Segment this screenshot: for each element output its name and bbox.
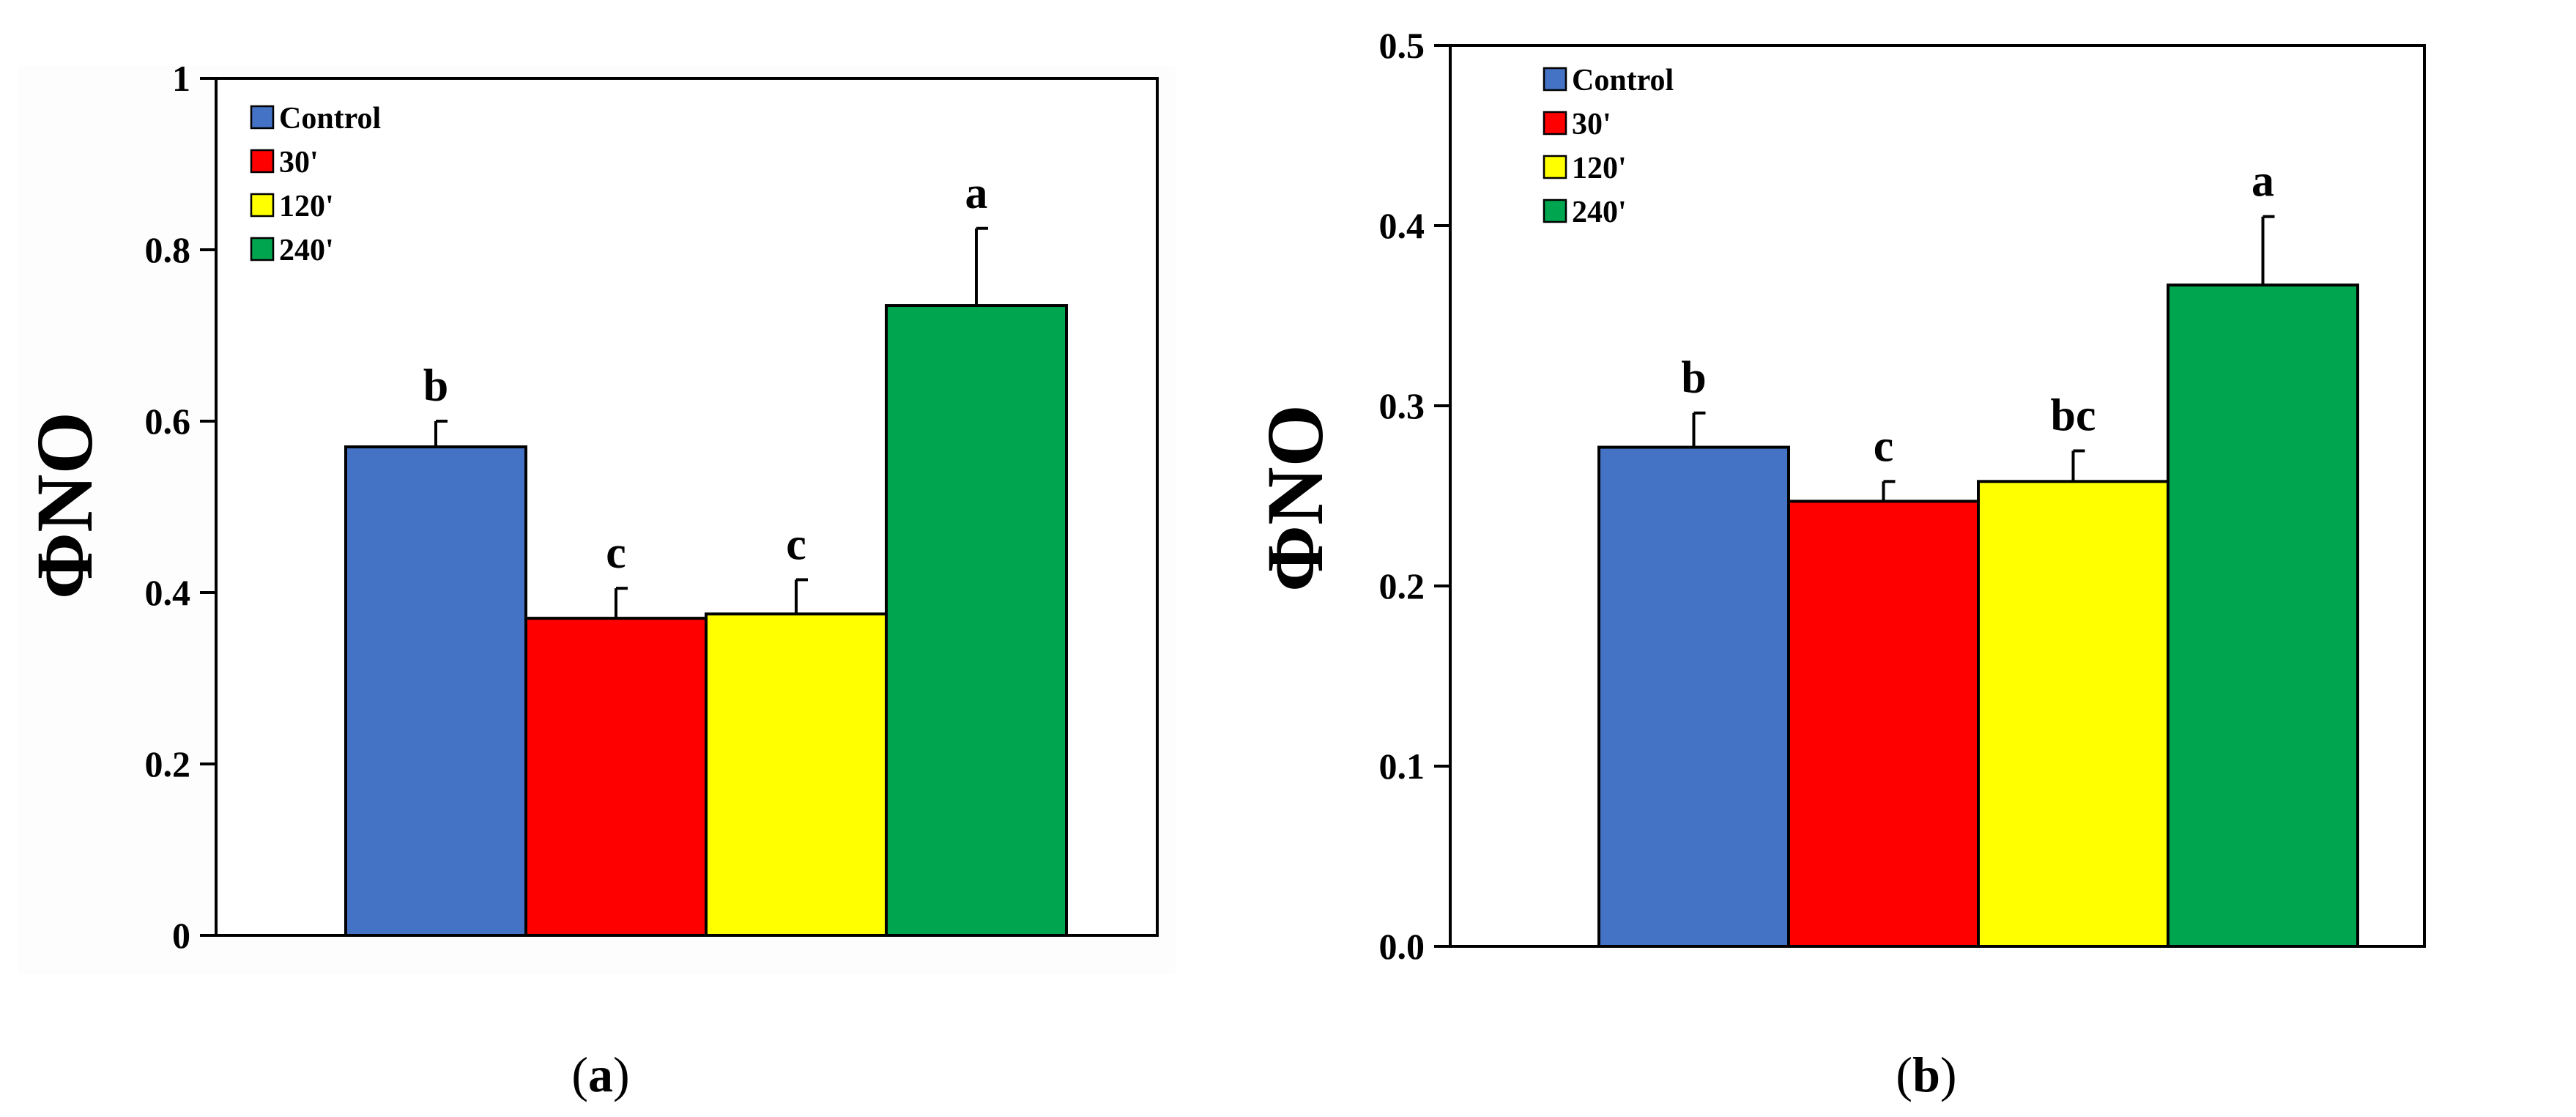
legend-label: Control xyxy=(279,102,381,136)
caption-letter: b xyxy=(1912,1047,1940,1102)
y-tick-label: 0.0 xyxy=(1379,926,1425,967)
y-tick-label: 0.2 xyxy=(1379,565,1425,606)
legend: Control 30' 120' 240' xyxy=(250,102,381,267)
legend-swatch xyxy=(250,149,275,174)
significance-letter: a xyxy=(965,168,988,218)
y-tick-label: 0.3 xyxy=(1379,385,1425,426)
legend-swatch xyxy=(250,237,275,261)
chart-a: 0 0.2 0.4 0.6 0.8 1 ΦNO b c c a Control 30' 120' 240' (… xyxy=(18,58,1176,1102)
significance-letter: c xyxy=(786,519,806,569)
legend-swatch xyxy=(1543,111,1567,136)
y-tick-label: 0.2 xyxy=(145,743,191,784)
y-tick-label: 0.4 xyxy=(1379,205,1425,246)
significance-letter: c xyxy=(1874,421,1894,471)
bar-120min xyxy=(1977,480,2169,948)
legend-swatch xyxy=(1543,198,1567,223)
y-tick-label: 0.6 xyxy=(145,401,191,442)
chart-b: 0.00.10.20.30.40.5ΦNObcbcaControl30'120'… xyxy=(1250,25,2426,1102)
legend-swatch xyxy=(250,193,275,218)
legend-label: 30' xyxy=(279,146,319,179)
bar-30min xyxy=(524,617,708,937)
legend: Control 30' 120' 240' xyxy=(1543,64,1674,229)
panel-caption: (b) xyxy=(1896,1047,1956,1102)
y-tick-label: 0.1 xyxy=(1379,746,1425,787)
legend-swatch xyxy=(250,105,275,130)
caption-close: ) xyxy=(1940,1047,1957,1102)
panel-caption: (a) xyxy=(571,1047,629,1102)
bar-30min xyxy=(1787,500,1980,948)
legend-label: 240' xyxy=(1572,196,1627,229)
legend-label: 30' xyxy=(1572,108,1611,141)
caption-close: ) xyxy=(613,1047,630,1102)
y-tick-label: 0 xyxy=(172,915,190,956)
bar-control xyxy=(1597,445,1790,948)
legend-label: Control xyxy=(1572,64,1674,97)
significance-letter: c xyxy=(606,528,626,578)
significance-letter: bc xyxy=(2051,391,2096,441)
legend-label: 120' xyxy=(1572,152,1627,185)
bar-control xyxy=(344,445,527,937)
legend-swatch xyxy=(1543,155,1567,179)
significance-letter: a xyxy=(2252,157,2274,207)
caption-open: ( xyxy=(1896,1047,1912,1102)
significance-letter: b xyxy=(1681,353,1706,403)
y-tick-label: 1 xyxy=(172,58,190,99)
y-axis-label: ΦNO xyxy=(20,412,109,599)
y-tick-label: 0.5 xyxy=(1379,25,1425,66)
bar-240min xyxy=(2167,283,2359,948)
caption-letter: a xyxy=(588,1047,613,1102)
legend-swatch xyxy=(1543,67,1567,92)
legend-label: 240' xyxy=(279,234,334,267)
significance-letter: b xyxy=(423,361,448,411)
bar-120min xyxy=(705,612,888,937)
legend-label: 120' xyxy=(279,190,334,223)
y-tick-label: 0.4 xyxy=(145,572,191,613)
caption-open: ( xyxy=(571,1047,588,1102)
y-tick-label: 0.8 xyxy=(145,229,191,270)
y-axis-label: ΦNO xyxy=(1250,404,1340,592)
bar-240min xyxy=(885,304,1068,937)
